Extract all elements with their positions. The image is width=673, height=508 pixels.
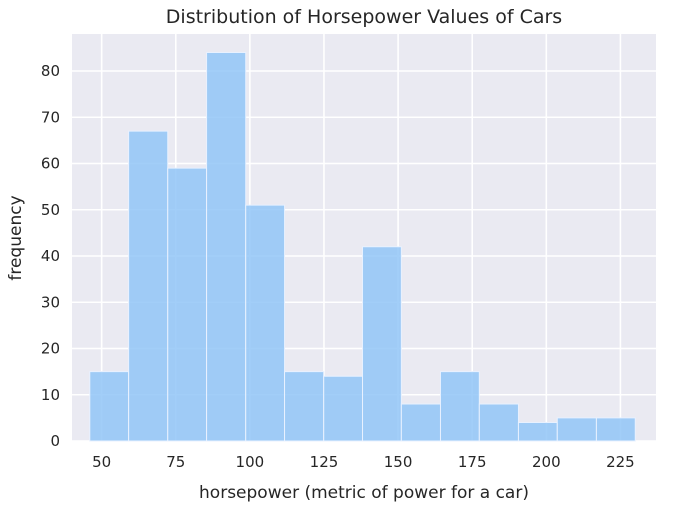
chart-title: Distribution of Horsepower Values of Car… bbox=[166, 6, 562, 28]
y-tick-label: 60 bbox=[41, 155, 60, 173]
x-tick-label: 50 bbox=[92, 453, 111, 471]
histogram-bar bbox=[323, 375, 364, 442]
y-tick-label: 10 bbox=[41, 386, 60, 404]
histogram-bar bbox=[128, 130, 169, 442]
histogram-bar bbox=[478, 403, 519, 442]
y-tick-labels: 0 10 20 30 40 50 60 70 80 bbox=[41, 62, 60, 450]
x-tick-label: 75 bbox=[166, 453, 185, 471]
x-tick-label: 225 bbox=[606, 453, 635, 471]
y-tick-label: 80 bbox=[41, 62, 60, 80]
histogram-bar bbox=[439, 371, 480, 442]
histogram-bar bbox=[595, 417, 636, 442]
histogram-bar bbox=[245, 204, 286, 442]
y-tick-label: 0 bbox=[50, 432, 60, 450]
histogram-bar bbox=[206, 52, 247, 442]
histogram-bar bbox=[362, 246, 402, 442]
x-tick-labels: 50 75 100 125 150 175 200 225 bbox=[92, 453, 635, 471]
histogram-bar bbox=[400, 403, 441, 442]
histogram-bar bbox=[89, 371, 130, 442]
y-tick-label: 50 bbox=[41, 201, 60, 219]
x-tick-label: 100 bbox=[236, 453, 265, 471]
y-tick-label: 20 bbox=[41, 340, 60, 358]
x-tick-label: 150 bbox=[384, 453, 413, 471]
y-tick-label: 70 bbox=[41, 108, 60, 126]
x-tick-label: 200 bbox=[532, 453, 561, 471]
histogram-bar bbox=[556, 417, 597, 442]
x-tick-label: 175 bbox=[458, 453, 487, 471]
histogram-bar bbox=[517, 422, 558, 442]
x-axis-label: horsepower (metric of power for a car) bbox=[199, 483, 529, 503]
histogram-bar bbox=[284, 371, 325, 442]
y-axis-label: frequency bbox=[6, 195, 26, 280]
x-tick-label: 125 bbox=[310, 453, 339, 471]
y-tick-label: 30 bbox=[41, 293, 60, 311]
bars bbox=[89, 52, 636, 442]
histogram-bar bbox=[167, 167, 208, 442]
y-tick-label: 40 bbox=[41, 247, 60, 265]
